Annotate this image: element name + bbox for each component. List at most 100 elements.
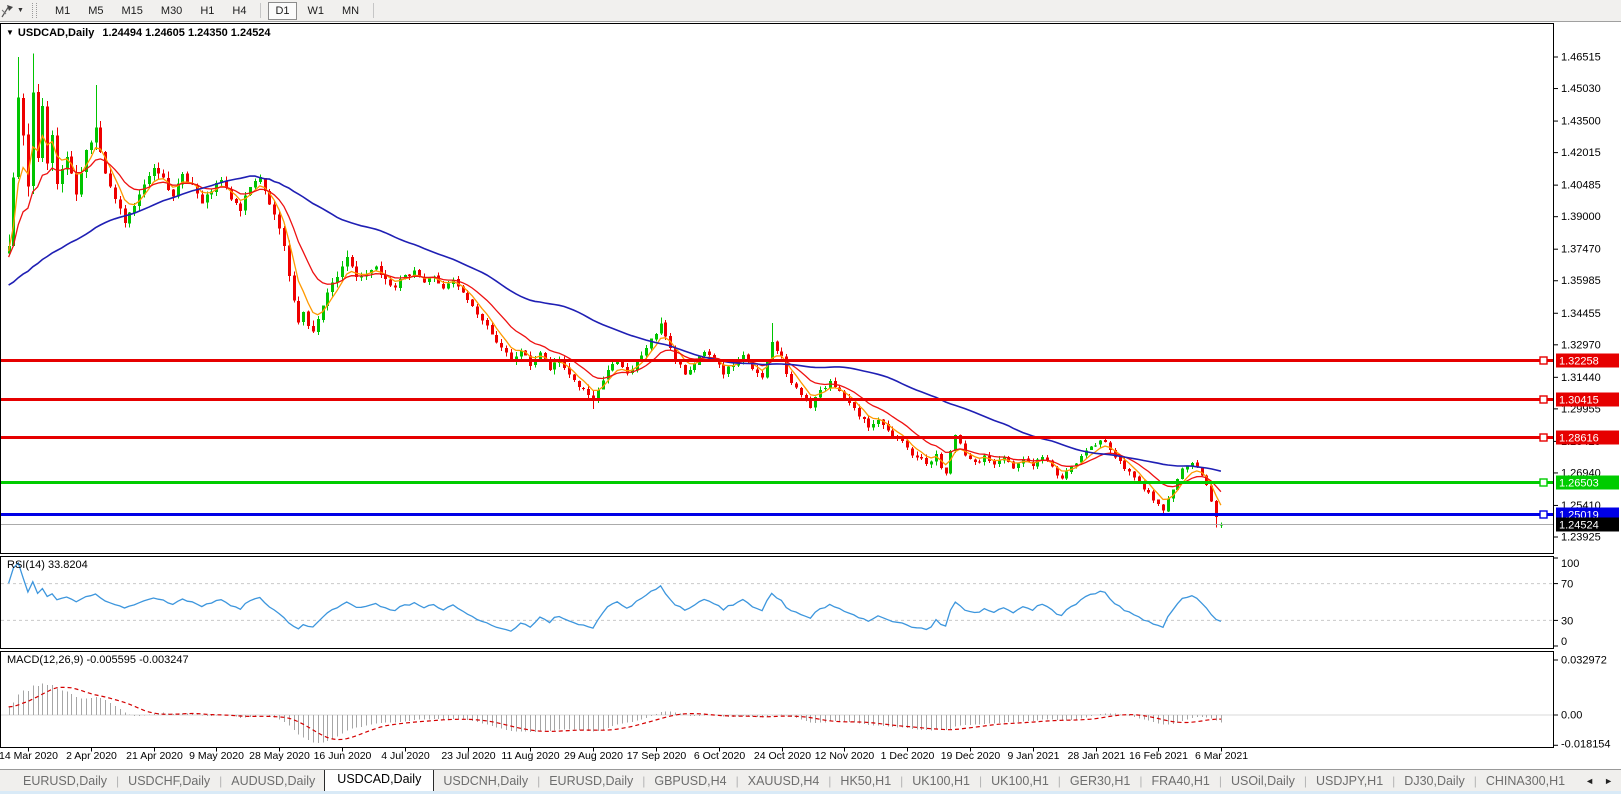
tab-uk100-h1[interactable]: UK100,H1	[991, 773, 1049, 788]
svg-text:6 Oct 2020: 6 Oct 2020	[694, 750, 746, 762]
svg-text:1.46515: 1.46515	[1561, 52, 1601, 64]
tab-xauusd-h4[interactable]: XAUUSD,H4	[747, 773, 820, 788]
tab-audusd-daily[interactable]: AUDUSD,Daily	[231, 773, 316, 788]
rsi-panel[interactable]	[0, 556, 1554, 649]
tab-separator: |	[900, 773, 904, 788]
macd-signal-line	[8, 686, 1221, 741]
svg-text:17 Sep 2020: 17 Sep 2020	[627, 750, 687, 762]
svg-text:1.28616: 1.28616	[1559, 433, 1599, 445]
tab-usdcad-daily[interactable]: USDCAD,Daily	[324, 770, 435, 791]
tab-usdchf-daily[interactable]: USDCHF,Daily	[128, 773, 211, 788]
svg-text:1.26503: 1.26503	[1559, 478, 1599, 490]
tab-separator: |	[1303, 773, 1307, 788]
svg-text:12 Nov 2020: 12 Nov 2020	[815, 750, 875, 762]
svg-text:70: 70	[1561, 579, 1573, 591]
chart-ohlc-values: 1.24494 1.24605 1.24350 1.24524	[102, 27, 271, 39]
tab-gbpusd-h4[interactable]: GBPUSD,H4	[654, 773, 727, 788]
svg-text:0: 0	[1561, 636, 1567, 648]
tab-scroll-arrows: ◄ ►	[1573, 769, 1621, 791]
tab-fra40-h1[interactable]: FRA40,H1	[1151, 773, 1210, 788]
timeframe-button-h1[interactable]: H1	[200, 4, 215, 17]
svg-text:1.32258: 1.32258	[1559, 356, 1599, 368]
svg-text:1.45030: 1.45030	[1561, 83, 1601, 95]
tab-separator: |	[1392, 773, 1396, 788]
scroll-right-icon[interactable]: ►	[1604, 775, 1613, 786]
tab-china300-h1[interactable]: CHINA300,H1	[1485, 773, 1566, 788]
cursor-tool-icon[interactable]	[0, 3, 16, 19]
svg-text:1.24524: 1.24524	[1559, 520, 1599, 532]
svg-text:29 Aug 2020: 29 Aug 2020	[564, 750, 623, 762]
timeframe-button-w1[interactable]: W1	[307, 4, 325, 17]
svg-text:23 Jul 2020: 23 Jul 2020	[441, 750, 495, 762]
svg-text:6 Mar 2021: 6 Mar 2021	[1195, 750, 1248, 762]
svg-text:28 May 2020: 28 May 2020	[249, 750, 310, 762]
svg-text:30: 30	[1561, 615, 1573, 627]
tab-usdjpy-h1[interactable]: USDJPY,H1	[1316, 773, 1384, 788]
svg-text:19 Dec 2020: 19 Dec 2020	[941, 750, 1001, 762]
tab-eurusd-daily[interactable]: EURUSD,Daily	[23, 773, 108, 788]
svg-text:1.31440: 1.31440	[1561, 372, 1601, 384]
timeframe-button-d1[interactable]: D1	[268, 1, 297, 20]
toolbar-grip[interactable]	[31, 3, 37, 18]
main-panel[interactable]	[0, 23, 1554, 554]
tab-separator: |	[537, 773, 541, 788]
timeframe-toolbar: ▼ M1 M5 M15 M30 H1 H4 D1 W1 MN	[0, 0, 1621, 22]
tab-separator: |	[735, 773, 739, 788]
svg-text:11 Aug 2020: 11 Aug 2020	[501, 750, 559, 762]
macd-indicator-label: MACD(12,26,9) -0.005595 -0.003247	[7, 654, 189, 666]
chevron-down-icon[interactable]: ▼	[17, 7, 24, 14]
tab-usoil-daily[interactable]: USOil,Daily	[1230, 773, 1295, 788]
tab-dj30-daily[interactable]: DJ30,Daily	[1404, 773, 1465, 788]
tab-uk100-h1[interactable]: UK100,H1	[912, 773, 970, 788]
svg-text:1.39000: 1.39000	[1561, 211, 1601, 223]
date-axis: 14 Mar 2020 2 Apr 2020 21 Apr 2020 9 May 20…	[0, 747, 1248, 762]
tab-separator: |	[1057, 773, 1061, 788]
tab-separator: |	[828, 773, 832, 788]
ma-slow	[8, 175, 1222, 472]
svg-text:28 Jan 2021: 28 Jan 2021	[1068, 750, 1126, 762]
tab-separator: |	[1139, 773, 1143, 788]
tab-hk50-h1[interactable]: HK50,H1	[840, 773, 892, 788]
collapse-triangle-icon[interactable]: ▼	[6, 28, 14, 37]
svg-text:2 Apr 2020: 2 Apr 2020	[66, 750, 117, 762]
timeframe-button-m30[interactable]: M30	[160, 4, 183, 17]
rsi-indicator-label: RSI(14) 33.8204	[7, 559, 88, 571]
symbol-tab-bar: EURUSD,Daily | USDCHF,Daily | AUDUSD,Daily US…	[0, 769, 1621, 791]
ma-fast	[7, 134, 1222, 506]
candlesticks	[8, 53, 1223, 528]
chart-symbol-label: USDCAD,Daily	[17, 27, 95, 39]
svg-text:-0.018154: -0.018154	[1561, 739, 1611, 751]
tab-usdcnh-daily[interactable]: USDCNH,Daily	[443, 773, 529, 788]
tab-ger30-h1[interactable]: GER30,H1	[1069, 773, 1131, 788]
tab-separator: |	[978, 773, 983, 788]
tab-separator: |	[219, 773, 223, 788]
svg-text:1.40485: 1.40485	[1561, 180, 1601, 192]
tab-eurusd-daily[interactable]: EURUSD,Daily	[549, 773, 634, 788]
svg-text:9 Jan 2021: 9 Jan 2021	[1008, 750, 1060, 762]
svg-text:0.00: 0.00	[1561, 710, 1582, 722]
timeframe-button-m1[interactable]: M1	[54, 4, 71, 17]
ma-medium	[8, 158, 1222, 493]
svg-text:9 May 2020: 9 May 2020	[189, 750, 244, 762]
timeframe-button-m15[interactable]: M15	[121, 4, 143, 17]
scroll-left-icon[interactable]: ◄	[1585, 775, 1595, 786]
tab-separator: |	[116, 773, 120, 788]
timeframe-buttons: M1 M5 M15 M30 H1 H4 D1 W1 MN	[46, 1, 379, 20]
svg-text:4 Jul 2020: 4 Jul 2020	[381, 750, 430, 762]
timeframe-button-mn[interactable]: MN	[342, 4, 360, 17]
tab-separator: |	[642, 773, 646, 788]
svg-text:0.032972: 0.032972	[1561, 655, 1607, 667]
svg-text:14 Mar 2020: 14 Mar 2020	[0, 750, 58, 762]
svg-text:1.37470: 1.37470	[1561, 244, 1601, 256]
svg-text:1.32970: 1.32970	[1561, 339, 1601, 351]
price-axis: 1.46515 1.45030 1.43500 1.42015 1.40485 1.390…	[1553, 52, 1611, 751]
svg-text:21 Apr 2020: 21 Apr 2020	[126, 750, 183, 762]
tab-separator: |	[1218, 773, 1222, 788]
svg-text:1.35985: 1.35985	[1561, 275, 1601, 287]
macd-panel[interactable]	[0, 651, 1554, 748]
timeframe-button-m5[interactable]: M5	[88, 4, 104, 17]
timeframe-button-h4[interactable]: H4	[232, 4, 247, 17]
